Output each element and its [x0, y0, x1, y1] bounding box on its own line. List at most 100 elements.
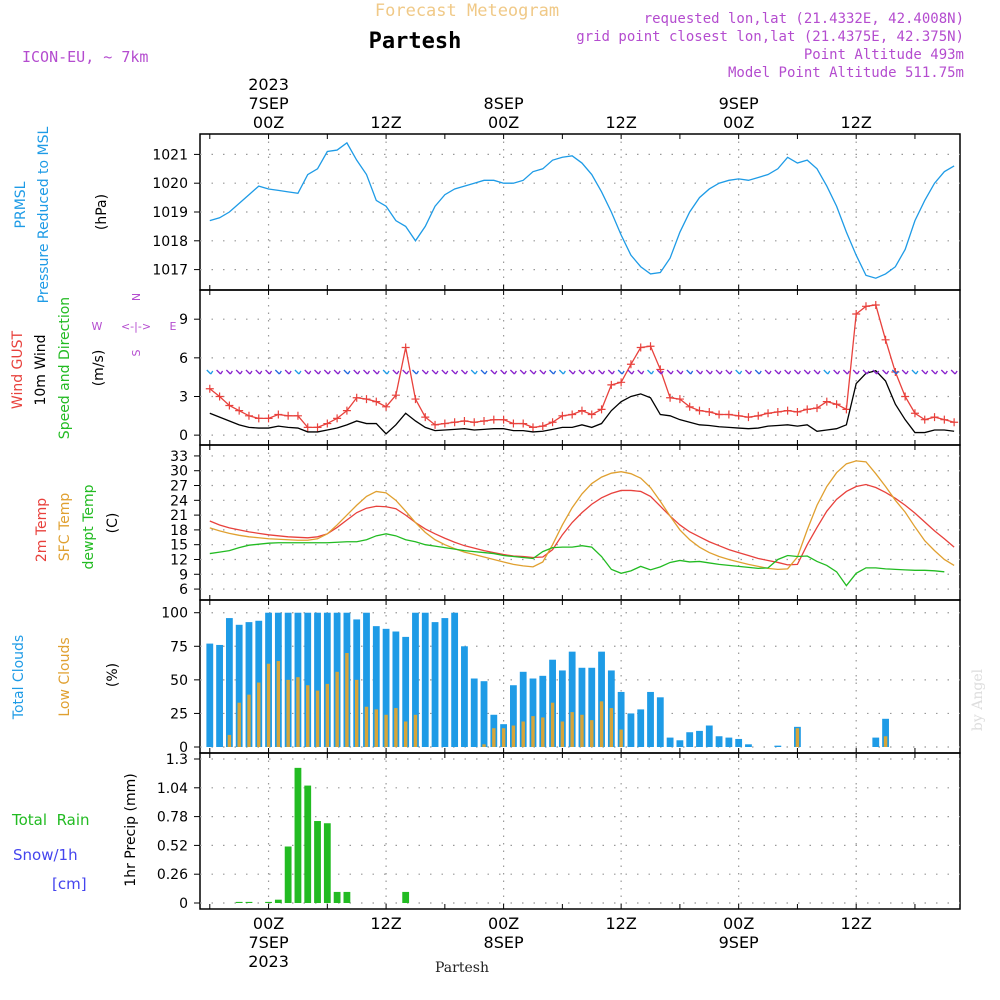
compass-arrow: <-|->	[121, 320, 151, 333]
wind-series-line	[209, 369, 955, 435]
gust-marker	[460, 416, 469, 425]
wind-direction-arrow	[392, 369, 400, 375]
wind-direction-arrow	[509, 369, 517, 375]
precip-bar	[314, 821, 321, 903]
wind-label-gust: Wind GUST	[10, 330, 26, 409]
precip-bar	[294, 767, 302, 903]
gust-marker	[783, 406, 792, 415]
clouds-panel-labels: Total Clouds Low Clouds (%)	[11, 635, 121, 720]
time-label: 12Z	[370, 113, 401, 132]
gust-marker	[675, 395, 684, 404]
wind-direction-arrow	[774, 369, 782, 375]
clouds-bar	[216, 644, 223, 747]
clouds-bar	[412, 612, 419, 747]
model-label: ICON-EU, ~ 7km	[22, 48, 148, 66]
wind-direction-arrow	[744, 369, 752, 375]
clouds-bar	[774, 745, 782, 747]
wind-direction-arrow	[245, 369, 253, 375]
clouds-bar	[511, 725, 516, 747]
clouds-bar	[883, 736, 888, 747]
wind-direction-arrow	[578, 369, 586, 375]
clouds-bar	[696, 730, 703, 747]
precip-tick-label: 0.52	[157, 838, 188, 854]
clouds-bar	[580, 714, 584, 747]
wind-direction-arrow	[372, 369, 380, 375]
gust-marker	[391, 391, 400, 400]
clouds-bar	[314, 612, 321, 747]
temperature-panel-labels: 2m Temp SFC Temp dewpt Temp (C)	[34, 484, 121, 569]
wind-label-speed-dir: Speed and Direction	[57, 297, 73, 439]
wind-direction-arrow	[862, 369, 870, 375]
time-label: 7SEP	[249, 933, 289, 952]
model-altitude: Model Point Altitude 511.75m	[728, 65, 964, 81]
gust-marker	[470, 418, 479, 427]
temperature-tick-label: 27	[170, 479, 188, 495]
clouds-bar	[531, 716, 535, 747]
precip-tick-label: 1.3	[166, 752, 188, 768]
gust-marker	[724, 410, 733, 419]
wind-tick-label: 6	[179, 351, 188, 367]
clouds-bar	[550, 702, 555, 747]
pressure-tick-label: 1017	[152, 263, 188, 279]
clouds-bar	[715, 736, 723, 747]
gust-marker	[607, 380, 616, 389]
temp-label-sfc: SFC Temp	[57, 493, 73, 562]
clouds-bar	[510, 685, 517, 747]
wind-direction-arrow	[598, 369, 606, 375]
gust-marker	[411, 395, 420, 404]
pressure-label-unit: (hPa)	[94, 194, 110, 230]
wind-panel-labels: Wind GUST 10m Wind Speed and Direction (…	[10, 293, 177, 439]
wind-direction-arrow	[255, 369, 263, 375]
clouds-bar	[599, 701, 604, 747]
gust-marker	[587, 410, 596, 419]
clouds-bar	[627, 713, 635, 747]
gust-marker	[440, 419, 449, 428]
pressure-label-prmsl: PRMSL	[13, 181, 29, 228]
gust-marker	[597, 405, 606, 414]
clouds-bar	[470, 678, 478, 747]
clouds-bar	[206, 643, 214, 747]
precip-frame	[199, 752, 961, 910]
wind-direction-arrow	[911, 369, 919, 375]
clouds-bar	[705, 725, 713, 747]
precip-bar	[304, 785, 312, 903]
gust-marker	[636, 343, 645, 352]
temperature-tick-label: 21	[170, 508, 188, 524]
pressure-panel-labels: PRMSL Pressure Reduced to MSL (hPa)	[13, 126, 110, 303]
wind-direction-arrow	[686, 369, 694, 375]
wind-direction-arrow	[617, 369, 625, 375]
clouds-bar	[363, 612, 370, 747]
precip-panel-labels: Total Rain Snow/1h [cm] 1hr Precip (mm)	[11, 773, 139, 893]
gust-marker	[401, 343, 410, 352]
clouds-bar	[392, 631, 400, 747]
time-label: 8SEP	[484, 94, 524, 113]
clouds-bar	[539, 675, 547, 747]
clouds-bar	[492, 728, 496, 747]
gust-marker	[372, 397, 381, 406]
wind-direction-arrow	[891, 369, 899, 375]
wind-frame	[199, 289, 961, 446]
clouds-bar	[384, 714, 388, 747]
clouds-bar	[245, 622, 253, 747]
wind-direction-arrow	[206, 369, 214, 375]
gust-marker	[244, 411, 253, 420]
clouds-bar	[609, 708, 614, 747]
wind-direction-arrow	[382, 369, 390, 375]
clouds-bar	[590, 720, 594, 747]
gust-marker	[205, 384, 214, 393]
gust-marker	[323, 419, 332, 428]
precip-tick-label: 1.04	[157, 781, 188, 797]
wind-direction-arrow	[735, 369, 743, 375]
clouds-bar	[394, 708, 398, 747]
clouds-bar	[541, 717, 545, 747]
clouds-bar	[335, 671, 339, 747]
gust-marker	[499, 415, 508, 424]
gust-marker	[626, 360, 635, 369]
temp-label-2m: 2m Temp	[34, 498, 50, 562]
wind-direction-arrow	[284, 369, 292, 375]
wind-direction-arrow	[274, 369, 282, 375]
wind-direction-arrow	[656, 369, 664, 375]
gust-marker	[342, 406, 351, 415]
clouds-bar	[403, 721, 408, 747]
gust-marker	[313, 423, 322, 432]
